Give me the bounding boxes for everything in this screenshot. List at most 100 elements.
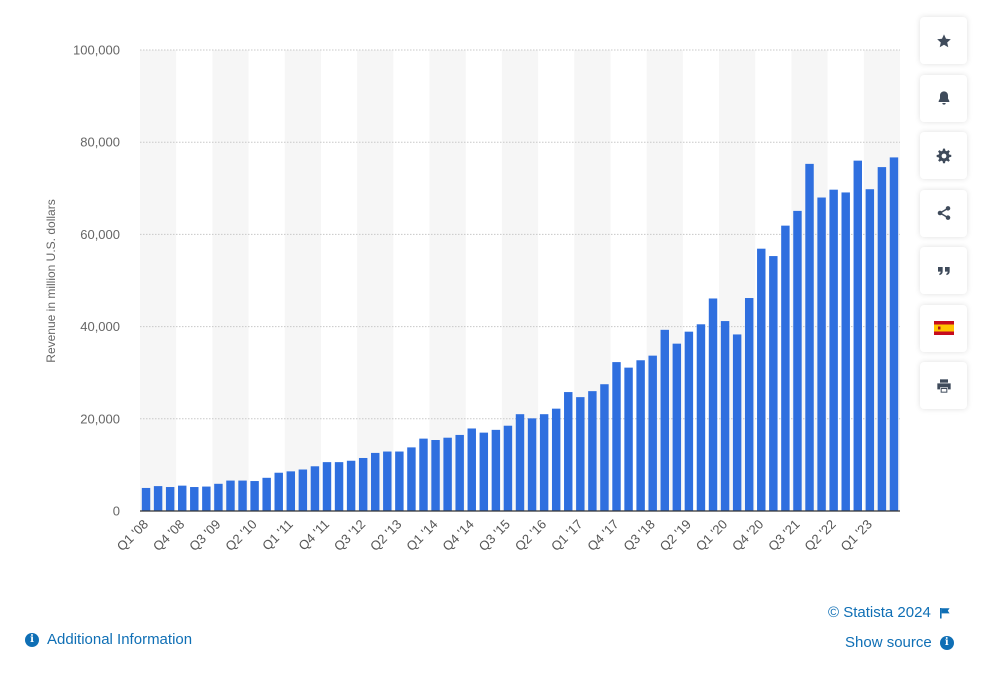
bar[interactable] — [419, 438, 428, 511]
bar[interactable] — [696, 324, 706, 511]
chart-toolbar — [920, 17, 968, 420]
bar[interactable] — [226, 480, 235, 511]
share-button[interactable] — [920, 189, 967, 237]
bar[interactable] — [503, 425, 513, 511]
bar[interactable] — [371, 452, 380, 511]
cite-button[interactable] — [920, 247, 967, 294]
print-button[interactable] — [920, 362, 967, 409]
bar[interactable] — [298, 469, 308, 511]
bar[interactable] — [865, 189, 875, 512]
bar[interactable] — [443, 437, 452, 511]
bar[interactable] — [744, 298, 754, 511]
bar[interactable] — [539, 414, 549, 511]
bar[interactable] — [624, 367, 633, 511]
bar[interactable] — [431, 440, 440, 511]
bar[interactable] — [612, 362, 621, 511]
bar[interactable] — [358, 457, 368, 511]
bar[interactable] — [274, 472, 283, 511]
bar[interactable] — [178, 485, 187, 511]
gear-icon — [936, 148, 951, 163]
show-source-label: Show source — [845, 634, 932, 651]
bookmark-button[interactable] — [920, 17, 967, 64]
bar[interactable] — [889, 157, 899, 511]
bar[interactable] — [407, 447, 416, 511]
background-band — [357, 50, 394, 511]
bar[interactable] — [576, 397, 585, 511]
additional-information-link[interactable]: i Additional Information — [25, 631, 192, 648]
bar[interactable] — [841, 192, 850, 511]
star-icon — [936, 33, 951, 47]
language-button[interactable] — [920, 304, 967, 352]
bar[interactable] — [793, 210, 802, 511]
bar[interactable] — [190, 487, 199, 511]
bar[interactable] — [527, 418, 537, 511]
bar[interactable] — [720, 321, 730, 511]
x-tick-label: Q1 '20 — [693, 517, 730, 554]
bar[interactable] — [153, 486, 163, 511]
x-tick-label: Q1 '17 — [548, 517, 585, 554]
bar[interactable] — [805, 163, 814, 511]
bar[interactable] — [479, 432, 489, 511]
x-tick-label: Q4 '11 — [295, 517, 332, 554]
bar[interactable] — [769, 256, 778, 511]
bar[interactable] — [648, 355, 657, 511]
bar[interactable] — [383, 451, 392, 511]
bar[interactable] — [817, 197, 826, 511]
x-tick-label: Q1 '11 — [259, 517, 296, 554]
bar[interactable] — [515, 414, 525, 511]
bar[interactable] — [757, 248, 766, 512]
bar[interactable] — [262, 477, 271, 511]
x-tick-label: Q2 '10 — [222, 517, 259, 554]
bar[interactable] — [708, 298, 718, 511]
bar[interactable] — [829, 189, 838, 512]
bar[interactable] — [600, 384, 609, 511]
bar[interactable] — [346, 460, 356, 511]
y-axis-ticks: 0 20,000 40,000 60,000 80,000 100,000 — [73, 43, 120, 519]
y-tick-label: 100,000 — [73, 43, 120, 58]
bar[interactable] — [853, 160, 862, 511]
bar[interactable] — [322, 462, 332, 511]
y-tick-label: 20,000 — [80, 411, 120, 426]
bar[interactable] — [636, 360, 645, 511]
background-band — [284, 50, 321, 511]
bar[interactable] — [551, 408, 561, 511]
y-tick-label: 80,000 — [80, 135, 120, 150]
settings-button[interactable] — [920, 132, 967, 179]
x-tick-label: Q3 '18 — [620, 517, 657, 554]
bar[interactable] — [660, 329, 669, 511]
bar[interactable] — [564, 392, 573, 511]
bar[interactable] — [684, 331, 694, 511]
info-icon: i — [25, 632, 39, 647]
show-source-link[interactable]: Show source i — [845, 634, 954, 651]
bar[interactable] — [732, 334, 742, 511]
bar[interactable] — [877, 167, 887, 511]
bar[interactable] — [491, 429, 501, 511]
x-tick-label: Q3 '09 — [186, 517, 223, 554]
bar[interactable] — [672, 343, 682, 511]
x-tick-label: Q4 '08 — [150, 517, 187, 554]
bar[interactable] — [202, 486, 211, 511]
x-tick-label: Q2 '22 — [801, 517, 838, 554]
bar[interactable] — [334, 462, 344, 511]
statista-credit[interactable]: © Statista 2024 — [828, 604, 951, 621]
bar[interactable] — [455, 434, 464, 511]
bar[interactable] — [395, 451, 404, 511]
bar[interactable] — [214, 483, 223, 511]
bar[interactable] — [781, 225, 790, 512]
bar[interactable] — [286, 471, 296, 511]
x-tick-label: Q2 '13 — [367, 517, 404, 554]
bar[interactable] — [141, 487, 151, 511]
bar[interactable] — [588, 391, 597, 511]
spain-flag-icon — [933, 321, 954, 335]
background-band — [429, 50, 466, 511]
bar[interactable] — [238, 480, 247, 511]
y-tick-label: 40,000 — [80, 319, 120, 334]
bar[interactable] — [467, 428, 476, 511]
x-tick-label: Q4 '17 — [584, 517, 621, 554]
bar[interactable] — [250, 481, 259, 511]
bar[interactable] — [310, 466, 320, 511]
info-icon: i — [939, 635, 954, 650]
notification-button[interactable] — [920, 74, 967, 122]
bar[interactable] — [165, 487, 175, 511]
